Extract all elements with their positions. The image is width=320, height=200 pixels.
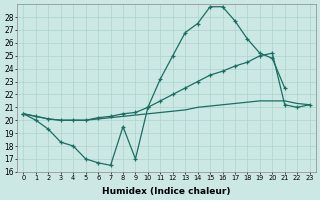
X-axis label: Humidex (Indice chaleur): Humidex (Indice chaleur) [102, 187, 231, 196]
